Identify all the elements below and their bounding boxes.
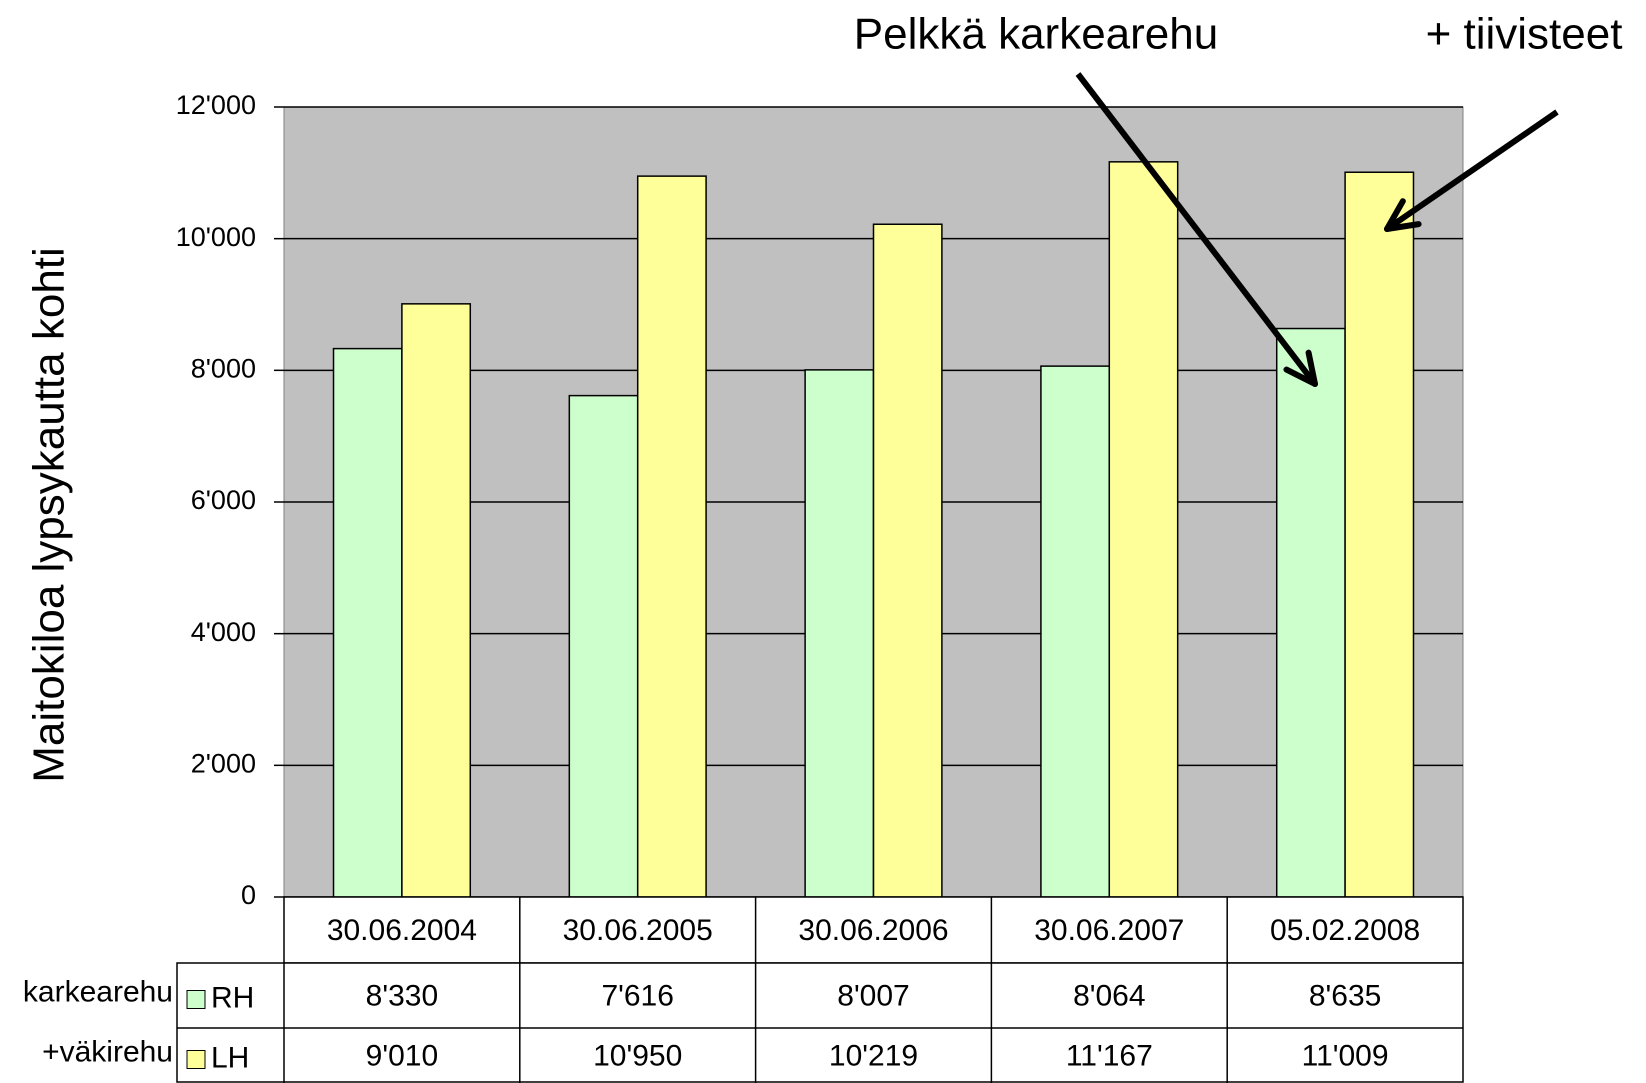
table-value: 11'167 (1066, 1039, 1153, 1072)
arrow-head (1305, 349, 1318, 387)
table-value: 8'007 (837, 979, 909, 1012)
legend-label: LH (211, 1041, 249, 1074)
bar (804, 369, 875, 898)
table-header (283, 896, 1464, 964)
y-tick-label: 0 (241, 880, 256, 910)
table-value: 7'616 (601, 979, 673, 1012)
y-tick-label: 10'000 (176, 222, 256, 252)
bar (1108, 161, 1179, 898)
x-tick-label: 30.06.2005 (563, 914, 713, 947)
bar (568, 394, 639, 898)
bar (332, 347, 403, 898)
table-value: 8'064 (1073, 979, 1145, 1012)
arrow-head (1384, 198, 1406, 232)
y-tick-label: 2'000 (191, 748, 256, 778)
arrow (1075, 72, 1318, 386)
y-tick-label: 12'000 (176, 90, 256, 120)
arrow-head (1283, 366, 1318, 387)
table-value: 10'219 (829, 1039, 918, 1072)
legend-swatch (186, 1050, 206, 1069)
y-tick-label: 4'000 (191, 617, 256, 647)
legend-swatch (186, 990, 206, 1009)
x-tick-label: 05.02.2008 (1270, 914, 1420, 947)
bar (401, 303, 472, 898)
row-label: karkearehu (23, 975, 173, 1008)
bar (1344, 171, 1415, 898)
y-tick-label: 6'000 (191, 485, 256, 515)
annotation: + tiivisteet (1426, 10, 1623, 59)
table-body (176, 962, 1464, 1083)
table-value: 8'330 (366, 979, 438, 1012)
y-axis-label: Maitokiloa lypsykautta kohti (25, 247, 74, 783)
arrow-head (1384, 221, 1422, 232)
bar (872, 223, 943, 898)
table-value: 9'010 (366, 1039, 438, 1072)
table-value: 11'009 (1302, 1039, 1389, 1072)
table-value: 8'635 (1309, 979, 1381, 1012)
bar (636, 175, 707, 898)
annotation: Pelkkä karkearehu (854, 10, 1218, 59)
arrow (1385, 109, 1559, 232)
y-tick-label: 8'000 (191, 353, 256, 383)
legend-label: RH (211, 981, 254, 1014)
x-tick-label: 30.06.2006 (798, 914, 948, 947)
row-label: +väkirehu (42, 1035, 173, 1068)
x-tick-label: 30.06.2007 (1034, 914, 1184, 947)
bar (1275, 327, 1346, 898)
x-tick-label: 30.06.2004 (327, 914, 477, 947)
table-value: 10'950 (593, 1039, 682, 1072)
bar (1040, 365, 1111, 898)
